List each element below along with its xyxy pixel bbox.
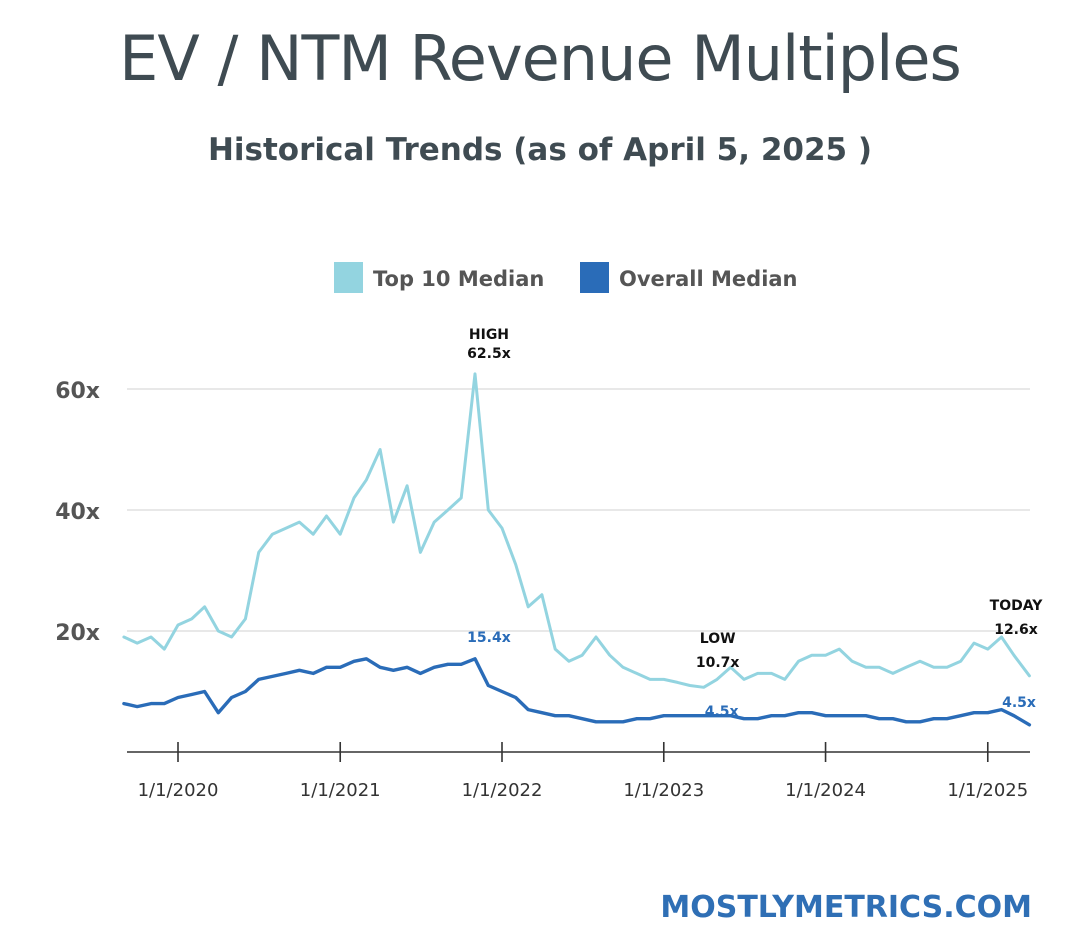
- x-tick-label: 1/1/2021: [300, 780, 381, 801]
- annotation-low-value: 10.7x: [696, 655, 740, 671]
- series-line-top10: [122, 372, 1031, 689]
- x-tick-label: 1/1/2023: [623, 780, 704, 801]
- annotation-overall-high: 15.4x: [467, 630, 511, 646]
- legend-swatch: [334, 262, 363, 293]
- y-tick-label: 60x: [55, 379, 100, 404]
- y-tick-label: 40x: [55, 500, 100, 525]
- chart-title: EV / NTM Revenue Multiples: [119, 22, 962, 95]
- y-tick-label: 20x: [55, 621, 100, 646]
- annotation-low-label: LOW: [700, 631, 736, 647]
- series-line-overall: [122, 657, 1032, 727]
- x-tick-label: 1/1/2025: [947, 780, 1028, 801]
- x-tick-label: 1/1/2020: [138, 780, 219, 801]
- legend-swatch: [580, 262, 609, 293]
- annotation-today-label: TODAY: [990, 598, 1044, 614]
- chart-subtitle: Historical Trends (as of April 5, 2025 ): [207, 132, 873, 168]
- legend-label: Overall Median: [619, 267, 798, 291]
- legend-label: Top 10 Median: [373, 267, 544, 291]
- x-tick-label: 1/1/2022: [462, 780, 543, 801]
- x-tick-label: 1/1/2024: [785, 780, 866, 801]
- annotation-overall-today: 4.5x: [1002, 695, 1036, 711]
- annotation-high-value: 62.5x: [467, 346, 511, 362]
- annotation-overall-low: 4.5x: [705, 704, 739, 720]
- annotation-high-label: HIGH: [469, 327, 509, 343]
- annotation-today-value: 12.6x: [994, 622, 1038, 638]
- brand-footer: MOSTLYMETRICS.COM: [660, 890, 1032, 925]
